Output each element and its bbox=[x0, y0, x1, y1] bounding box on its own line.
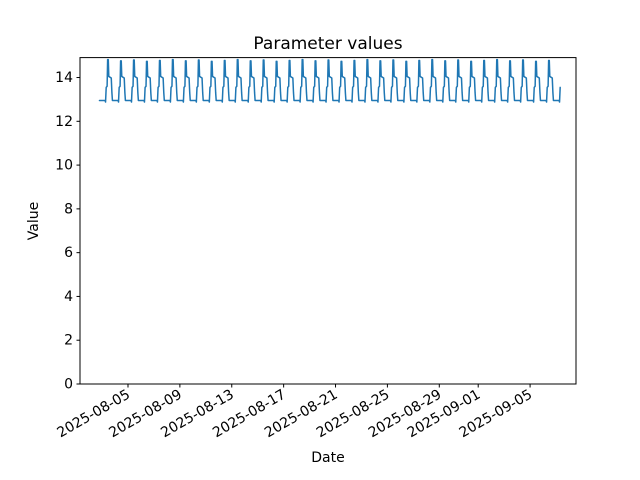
y-tick-label: 0 bbox=[64, 377, 73, 393]
y-tick-label: 4 bbox=[64, 289, 73, 305]
y-tick-label: 2 bbox=[64, 333, 73, 349]
y-axis-label: Value bbox=[26, 202, 42, 240]
y-axis-ticks: 0 2 4 6 8 10 12 14 bbox=[55, 70, 80, 393]
y-tick-label: 8 bbox=[64, 201, 73, 217]
chart-title: Parameter values bbox=[253, 34, 402, 54]
plot-area bbox=[79, 57, 577, 385]
y-tick-label: 12 bbox=[55, 114, 73, 130]
data-series-group bbox=[98, 58, 561, 103]
y-tick-label: 6 bbox=[64, 245, 73, 261]
series-line bbox=[98, 58, 561, 103]
x-axis-ticks: 2025-08-052025-08-092025-08-132025-08-17… bbox=[55, 384, 535, 441]
y-tick-label: 10 bbox=[55, 158, 73, 174]
y-tick-label: 14 bbox=[55, 70, 73, 86]
x-axis-label: Date bbox=[311, 450, 344, 466]
